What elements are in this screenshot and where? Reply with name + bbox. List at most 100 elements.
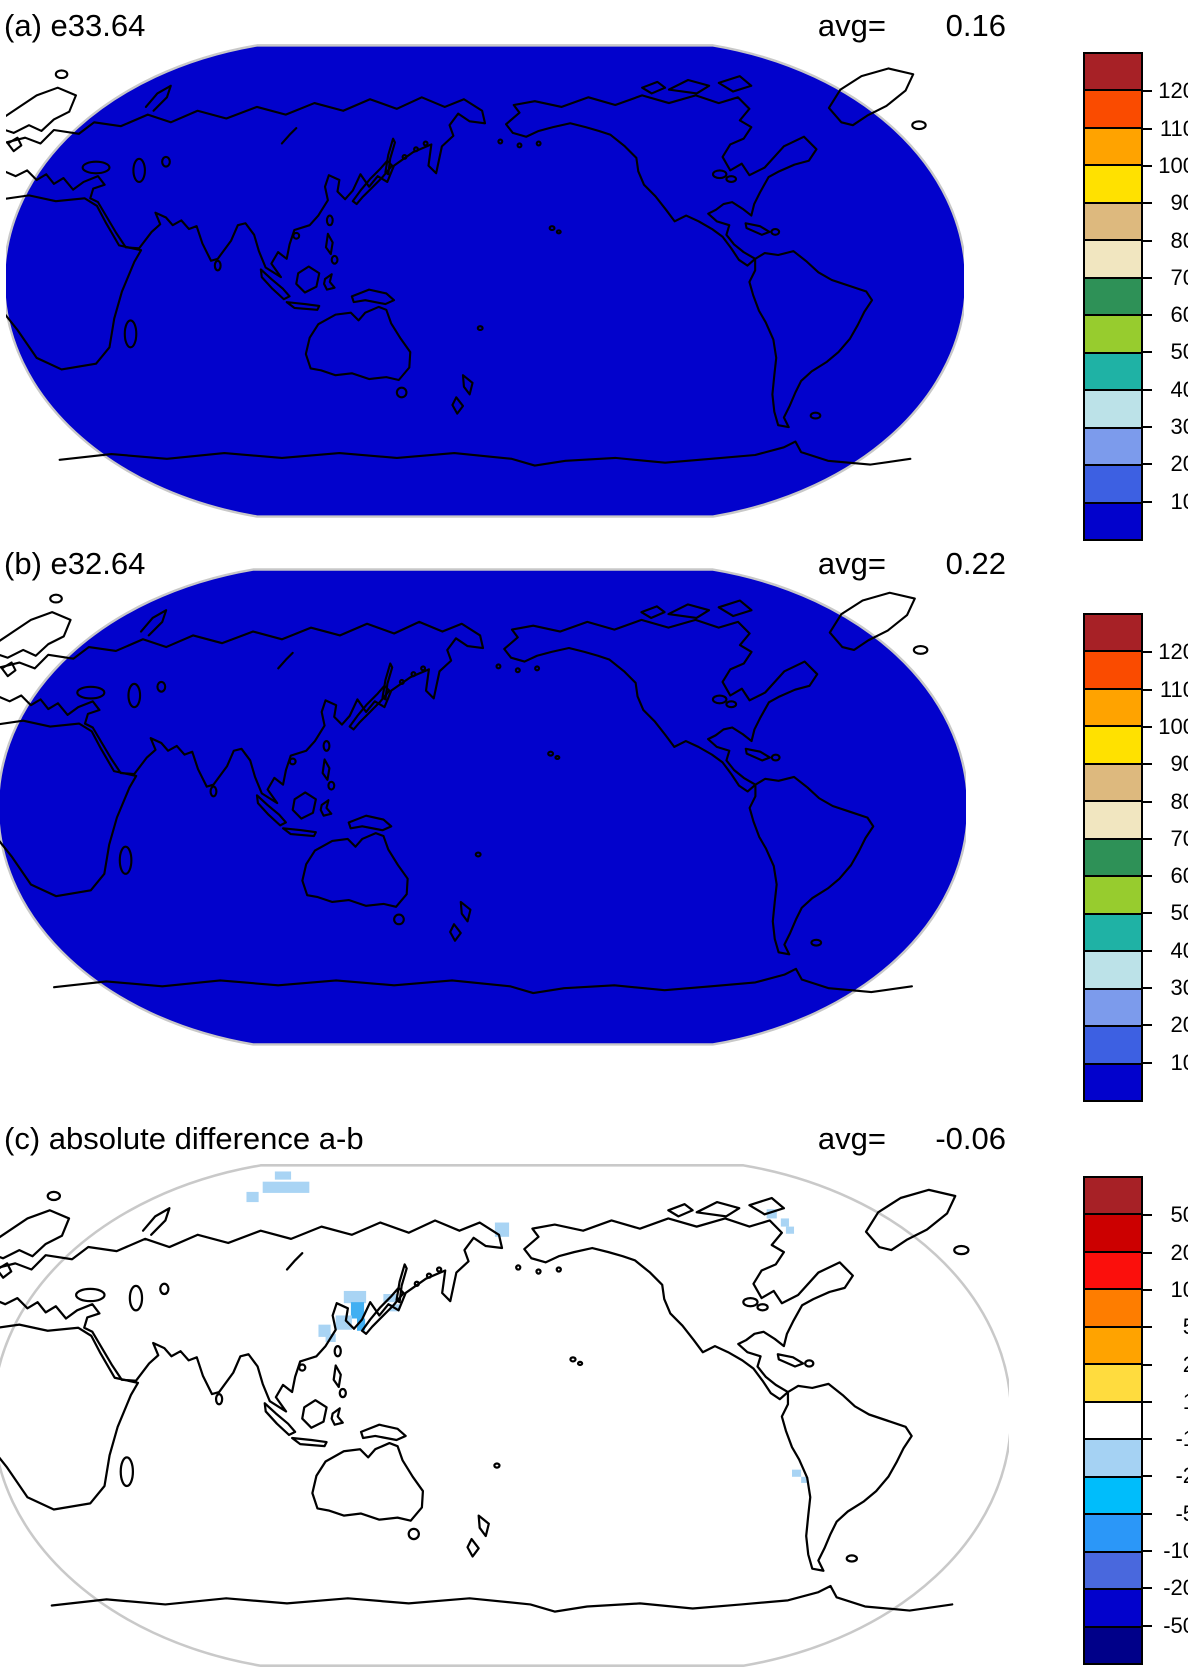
colorbar-segment	[1085, 464, 1141, 502]
colorbar-a: 120 110 100 90 80 70 60 50 40 30 20 10	[1083, 52, 1188, 547]
colorbar-tick	[1143, 1251, 1152, 1254]
colorbar-segment	[1085, 89, 1141, 127]
colorbar-tick	[1143, 463, 1152, 466]
colorbar-segment	[1085, 1363, 1141, 1401]
colorbar-segment	[1085, 164, 1141, 202]
colorbar-segment	[1085, 1062, 1141, 1101]
diff-patch	[335, 1315, 352, 1330]
colorbar-segment	[1085, 54, 1141, 90]
colorbar-tick	[1143, 763, 1152, 766]
diff-patch	[350, 1302, 365, 1319]
world-map-a	[6, 44, 964, 518]
colorbar-tick-label: 80	[1170, 227, 1188, 253]
diff-patch	[785, 1226, 795, 1234]
colorbar-segment	[1085, 1288, 1141, 1326]
colorbar-tick	[1143, 1475, 1152, 1478]
colorbar-tick	[1143, 388, 1152, 391]
colorbar-tick	[1143, 426, 1152, 429]
colorbar-tick-label: 100	[1158, 152, 1188, 178]
colorbar-tick-label: 20	[1170, 451, 1188, 477]
colorbar-segment	[1085, 1325, 1141, 1364]
colorbar-tick-label: 10	[1170, 1276, 1188, 1302]
diff-patch	[262, 1181, 310, 1193]
colorbar-segment	[1085, 875, 1141, 913]
panel-c-header: (c) absolute difference a-b avg= -0.06	[0, 1121, 1188, 1161]
colorbar-tick	[1143, 1363, 1152, 1366]
colorbar-segment	[1085, 351, 1141, 390]
colorbar-segment	[1085, 1513, 1141, 1551]
colorbar-segment	[1085, 912, 1141, 951]
colorbar-segment	[1085, 1625, 1141, 1664]
colorbar-tick-label: 80	[1170, 788, 1188, 814]
colorbar-segment	[1085, 987, 1141, 1026]
colorbar-tick-label: 1	[1149, 1389, 1188, 1414]
colorbar-segment	[1085, 126, 1141, 165]
colorbar-tick	[1143, 1326, 1152, 1329]
diff-patch	[356, 1318, 366, 1331]
colorbar-tick	[1143, 127, 1152, 130]
colorbar-tick-label: 110	[1159, 676, 1188, 702]
colorbar-tick	[1143, 276, 1152, 279]
colorbar-tick	[1143, 164, 1152, 167]
colorbar-segment	[1085, 389, 1141, 427]
avg-label: avg=	[817, 1121, 886, 1156]
colorbar-segment	[1085, 314, 1141, 352]
colorbar-segment	[1085, 1438, 1141, 1476]
colorbar-tick	[1143, 90, 1152, 93]
world-map-b	[0, 568, 966, 1046]
colorbar-tick-label: -5	[1175, 1500, 1188, 1526]
avg-label: avg=	[817, 8, 886, 43]
colorbar-segment	[1085, 615, 1141, 651]
colorbar-tick	[1143, 837, 1152, 840]
colorbar-segment	[1085, 1178, 1141, 1214]
colorbar-tick-label: 40	[1170, 376, 1188, 402]
avg-value: 0.16	[945, 8, 1006, 43]
panel-c-avg: avg= -0.06	[818, 1121, 1006, 1157]
colorbar-tick-label: 50	[1170, 1202, 1188, 1228]
colorbar-segment	[1085, 276, 1141, 315]
colorbar-segment	[1085, 1400, 1141, 1439]
diff-patch	[766, 1209, 777, 1219]
colorbar-bar	[1083, 1176, 1143, 1665]
colorbar-tick-label: 50	[1170, 339, 1188, 365]
colorbar-segment	[1085, 1025, 1141, 1063]
panel-a-header: (a) e33.64 avg= 0.16	[0, 8, 1188, 48]
colorbar-tick	[1143, 688, 1152, 691]
colorbar-tick	[1143, 351, 1152, 354]
colorbar-tick	[1143, 314, 1152, 317]
avg-label: avg=	[817, 546, 886, 581]
diff-patch	[780, 1218, 789, 1227]
colorbar-tick-label: 90	[1170, 751, 1188, 777]
colorbar-tick-label: 30	[1170, 414, 1188, 440]
colorbar-segment	[1085, 1588, 1141, 1626]
colorbar-tick-label: 90	[1170, 190, 1188, 216]
colorbar-tick-label: 60	[1170, 863, 1188, 889]
colorbar-tick	[1143, 1400, 1152, 1403]
panel-a-avg: avg= 0.16	[818, 8, 1006, 44]
colorbar-tick	[1143, 1024, 1152, 1027]
colorbar-segment	[1085, 650, 1141, 688]
colorbar-bar	[1083, 613, 1143, 1102]
panel-b-title: (b) e32.64	[4, 546, 146, 581]
panel-c-title: (c) absolute difference a-b	[4, 1121, 364, 1156]
colorbar-tick-label: 5	[1149, 1315, 1188, 1339]
colorbar-tick-label: -50	[1163, 1612, 1188, 1638]
colorbar-segment	[1085, 762, 1141, 801]
colorbar-c: 50 20 10 5 2 1 -1 -2 -5 -10 -20 -50	[1083, 1176, 1188, 1671]
diff-patch	[246, 1191, 259, 1203]
colorbar-tick-label: 30	[1170, 975, 1188, 1001]
panel-a-title: (a) e33.64	[4, 8, 146, 43]
colorbar-tick-label: 60	[1170, 302, 1188, 328]
colorbar-b: 120 110 100 90 80 70 60 50 40 30 20 10	[1083, 613, 1188, 1108]
colorbar-segment	[1085, 501, 1141, 540]
colorbar-tick	[1143, 500, 1152, 503]
colorbar-segment	[1085, 1250, 1141, 1289]
colorbar-tick	[1143, 1438, 1152, 1441]
colorbar-tick	[1143, 875, 1152, 878]
avg-value: 0.22	[945, 546, 1006, 581]
colorbar-segment	[1085, 687, 1141, 726]
colorbar-segment	[1085, 1550, 1141, 1589]
colorbar-tick-label: 40	[1170, 937, 1188, 963]
colorbar-tick-label: 120	[1158, 639, 1188, 665]
panel-b-avg: avg= 0.22	[818, 546, 1006, 582]
